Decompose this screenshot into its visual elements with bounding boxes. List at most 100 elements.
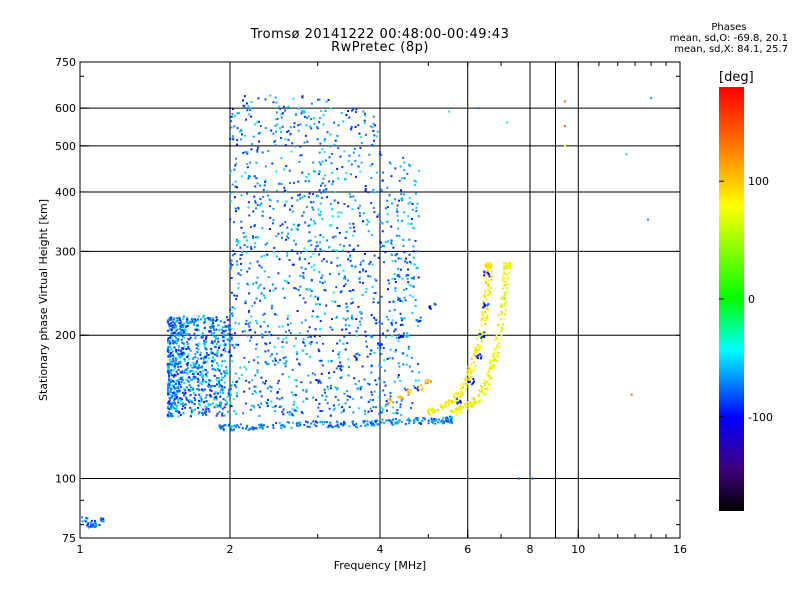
data-point	[335, 367, 338, 370]
data-point	[406, 261, 409, 264]
data-point	[170, 360, 173, 363]
data-point	[481, 386, 484, 389]
data-point	[325, 260, 328, 263]
data-point	[349, 195, 352, 198]
data-point	[174, 374, 177, 377]
data-point	[318, 350, 321, 353]
data-point	[178, 378, 181, 381]
data-point	[414, 379, 417, 382]
data-point	[402, 193, 405, 196]
data-point	[191, 409, 194, 412]
data-point	[249, 408, 252, 411]
data-point	[373, 211, 376, 214]
data-point	[478, 329, 481, 332]
data-point	[372, 297, 375, 300]
data-point	[289, 322, 292, 325]
data-point	[232, 138, 235, 141]
data-point	[375, 135, 378, 138]
data-point	[293, 145, 296, 148]
data-point	[229, 308, 232, 311]
data-point	[397, 376, 400, 379]
data-point	[362, 110, 365, 113]
data-point	[467, 381, 470, 384]
data-point	[427, 422, 430, 425]
data-point	[308, 192, 311, 195]
data-point	[500, 338, 503, 341]
data-point	[449, 420, 452, 423]
data-point	[343, 285, 346, 288]
data-point	[275, 235, 278, 238]
data-point	[167, 337, 170, 340]
data-point	[208, 330, 211, 333]
data-point	[295, 379, 298, 382]
data-point	[401, 397, 404, 400]
data-point	[191, 373, 194, 376]
data-point	[388, 309, 391, 312]
data-point	[287, 281, 290, 284]
data-point	[308, 231, 311, 234]
data-point	[167, 384, 170, 387]
data-point	[457, 401, 460, 404]
data-point	[179, 378, 182, 381]
data-point	[307, 240, 310, 243]
data-point	[414, 184, 417, 187]
data-point	[184, 391, 187, 394]
data-point	[410, 277, 413, 280]
data-point	[279, 127, 282, 130]
data-point	[198, 411, 201, 414]
data-point	[251, 379, 254, 382]
data-point	[182, 403, 185, 406]
data-point	[357, 407, 360, 410]
data-point	[175, 393, 178, 396]
data-point	[372, 129, 375, 132]
data-point	[385, 419, 388, 422]
data-point	[408, 422, 411, 425]
data-point	[485, 262, 488, 265]
data-point	[346, 317, 349, 320]
data-point	[531, 477, 534, 480]
data-point	[507, 277, 510, 280]
data-point	[398, 365, 401, 368]
data-point	[350, 314, 353, 317]
data-point	[340, 289, 343, 292]
data-point	[228, 351, 231, 354]
data-point	[222, 370, 225, 373]
data-point	[317, 296, 320, 299]
data-point	[391, 422, 394, 425]
data-point	[231, 306, 234, 309]
data-point	[302, 341, 305, 344]
data-point	[256, 146, 259, 149]
data-point	[336, 249, 339, 252]
data-point	[395, 253, 398, 256]
data-point	[374, 124, 377, 127]
data-point	[307, 173, 310, 176]
data-point	[102, 520, 105, 523]
data-point	[343, 392, 346, 395]
data-point	[440, 406, 443, 409]
data-point	[256, 355, 259, 358]
data-point	[274, 287, 277, 290]
data-point	[337, 403, 340, 406]
data-point	[228, 318, 231, 321]
data-point	[319, 234, 322, 237]
data-point	[414, 263, 417, 266]
data-point	[188, 401, 191, 404]
data-point	[482, 394, 485, 397]
data-point	[314, 235, 317, 238]
data-point	[248, 321, 251, 324]
data-point	[335, 286, 338, 289]
y-axis-label: Stationary phase Virtual Height [km]	[37, 199, 50, 401]
data-point	[343, 420, 346, 423]
data-point	[398, 199, 401, 202]
data-point	[467, 377, 470, 380]
data-point	[224, 326, 227, 329]
data-point	[328, 407, 331, 410]
data-point	[311, 206, 314, 209]
data-point	[412, 275, 415, 278]
data-point	[379, 240, 382, 243]
data-point	[168, 358, 171, 361]
data-point	[287, 421, 290, 424]
data-point	[458, 405, 461, 408]
data-point	[502, 298, 505, 301]
data-point	[318, 379, 321, 382]
